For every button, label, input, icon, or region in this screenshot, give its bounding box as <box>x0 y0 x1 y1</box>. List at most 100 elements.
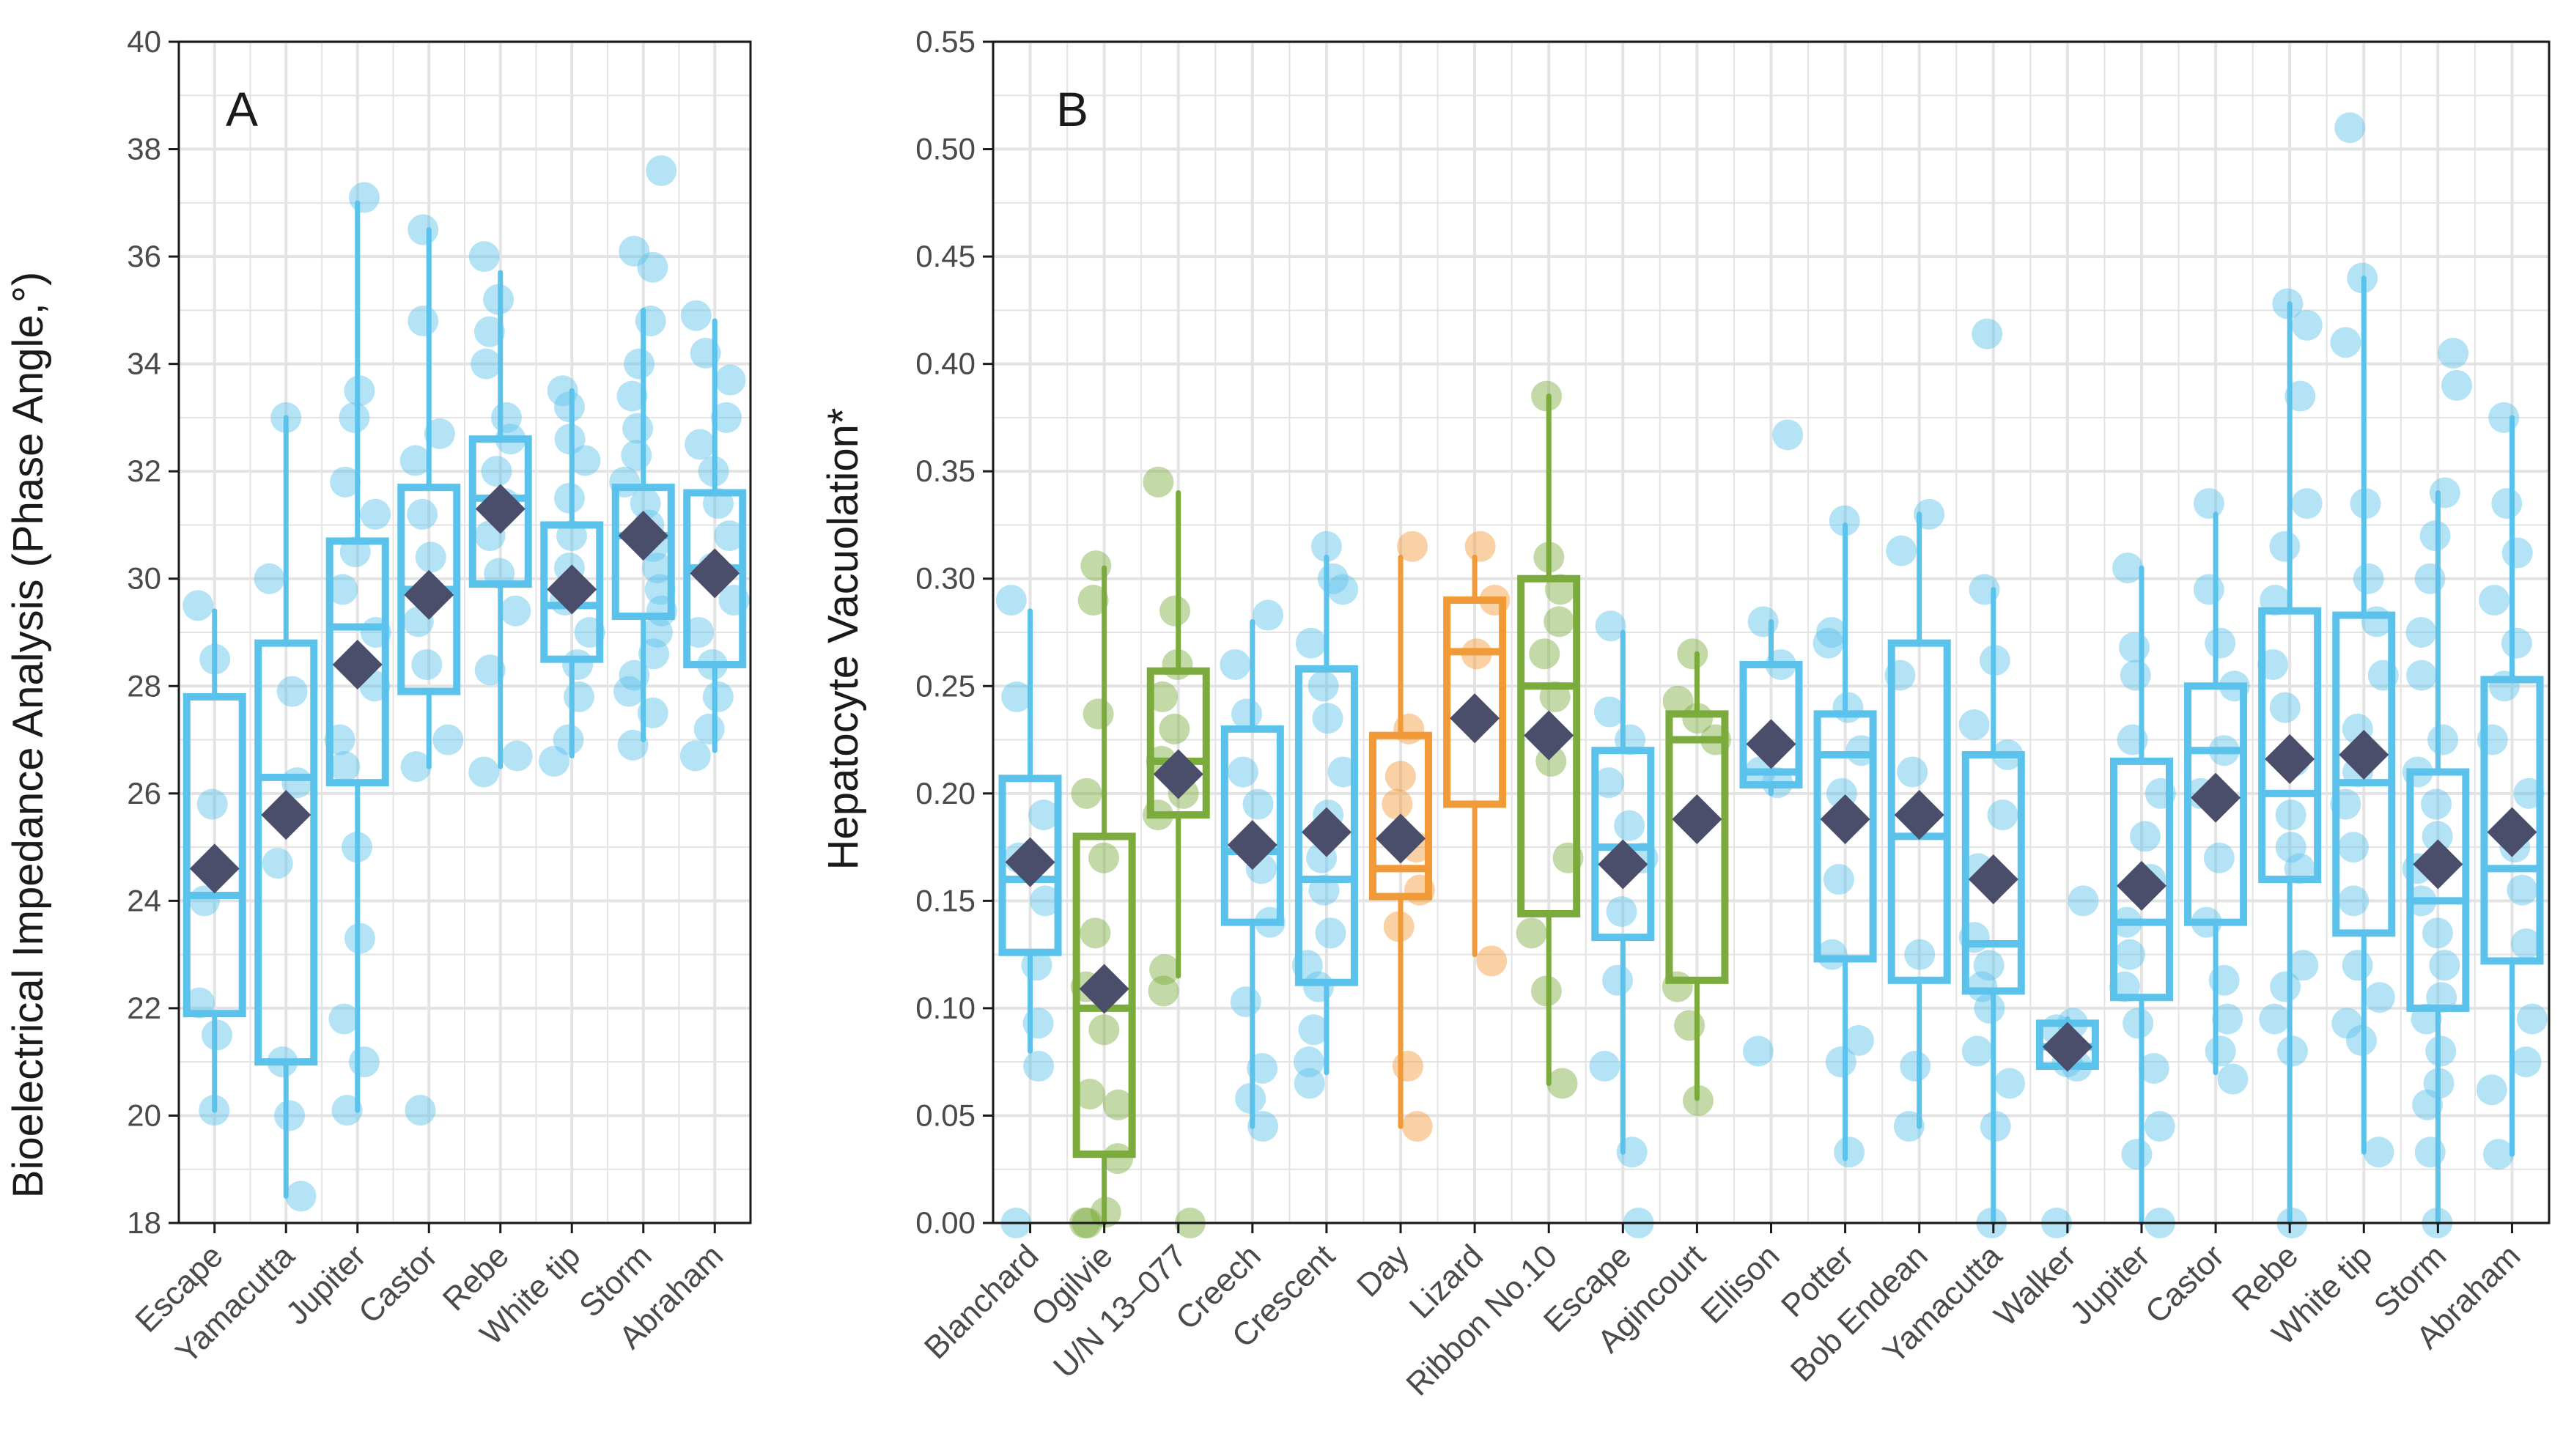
data-point <box>642 553 674 584</box>
mean-marker <box>2042 1021 2092 1072</box>
data-point <box>679 740 711 772</box>
data-point <box>1546 1068 1578 1099</box>
data-point <box>1001 681 1033 712</box>
box <box>1961 751 2025 995</box>
mean-marker <box>2191 772 2241 823</box>
y-tick-label: 0.30 <box>915 561 976 596</box>
data-point <box>1074 1079 1105 1110</box>
data-point <box>2269 531 2301 562</box>
data-point <box>1227 756 1258 788</box>
data-point <box>2212 1003 2243 1035</box>
data-point <box>432 724 464 755</box>
data-point <box>2287 950 2319 981</box>
panel-b-group-bob-endean <box>1884 498 1951 1142</box>
data-point <box>638 638 670 670</box>
data-point <box>2068 885 2099 917</box>
data-point <box>1030 885 1061 917</box>
data-point <box>2331 1008 2363 1039</box>
mean-marker <box>1301 807 1351 857</box>
data-point <box>1961 1035 1993 1067</box>
data-point <box>2193 574 2224 605</box>
box <box>1813 710 1877 963</box>
data-point <box>2422 917 2453 949</box>
data-point <box>408 306 439 337</box>
y-tick-label: 40 <box>127 24 161 59</box>
data-point <box>1149 954 1181 986</box>
data-point <box>400 751 432 783</box>
data-point <box>1317 563 1349 594</box>
mean-marker <box>1524 710 1574 761</box>
data-point <box>1295 627 1327 659</box>
mean-marker <box>2265 733 2315 784</box>
mean-marker <box>1005 837 1055 887</box>
data-point <box>680 300 712 331</box>
data-point <box>2419 520 2451 552</box>
data-point <box>360 498 391 530</box>
data-point <box>490 402 522 433</box>
box <box>611 484 675 621</box>
data-point <box>1293 1046 1324 1078</box>
data-point <box>2427 724 2459 755</box>
data-point <box>2121 1139 2153 1170</box>
data-point <box>2129 821 2161 852</box>
panel-a-group-yamacutta <box>254 402 318 1212</box>
data-point <box>1148 975 1179 1007</box>
mean-marker <box>189 843 240 894</box>
data-point <box>408 214 439 245</box>
data-point <box>1147 681 1179 712</box>
data-point <box>1022 1008 1054 1039</box>
data-point <box>2144 1111 2175 1142</box>
data-point <box>2482 1139 2514 1170</box>
data-point <box>1143 466 1174 498</box>
data-point <box>329 751 361 783</box>
data-point <box>468 241 500 273</box>
data-point <box>710 402 742 433</box>
data-point <box>613 676 645 707</box>
data-point <box>616 380 648 412</box>
mean-marker <box>475 484 526 534</box>
data-point <box>1662 685 1694 717</box>
mean-marker <box>2487 807 2537 857</box>
data-point <box>2501 537 2533 569</box>
box <box>1739 660 1803 789</box>
data-point <box>1231 698 1263 730</box>
panel-b-group-white-tip <box>2330 112 2399 1168</box>
data-point <box>1886 535 1917 566</box>
data-point <box>1384 761 1416 792</box>
y-tick-label: 0.10 <box>915 991 976 1025</box>
data-point <box>2421 788 2452 820</box>
data-point <box>1994 1068 2026 1099</box>
data-point <box>2259 1003 2290 1035</box>
mean-marker <box>547 564 597 615</box>
data-point <box>2516 1003 2548 1035</box>
data-point <box>2138 1052 2169 1084</box>
panel-b-group-lizard <box>1443 531 1511 977</box>
data-point <box>1327 574 1359 605</box>
data-point <box>2405 617 2437 648</box>
data-point <box>468 756 500 788</box>
box <box>1887 639 1951 984</box>
mean-marker <box>404 569 454 620</box>
data-point <box>1242 788 1274 820</box>
data-point <box>1464 531 1496 562</box>
panel-a-group-storm <box>609 155 677 761</box>
data-point <box>624 348 655 380</box>
data-point <box>285 1180 317 1212</box>
data-point <box>424 418 455 449</box>
data-point <box>328 1003 360 1035</box>
y-tick-label: 0.05 <box>915 1098 976 1132</box>
data-point <box>2425 1035 2457 1067</box>
data-point <box>1834 1137 1865 1168</box>
data-point <box>2217 1063 2249 1095</box>
y-tick-label: 38 <box>127 132 161 166</box>
panel-b-group-potter <box>1813 505 1877 1168</box>
panel-a-y-ticks: 18 20 22 24 26 28 30 32 34 36 38 40 <box>127 24 179 1240</box>
box <box>1072 832 1136 1158</box>
data-point <box>563 681 594 712</box>
data-point <box>1904 939 1936 970</box>
data-point <box>2406 659 2438 691</box>
data-point <box>196 788 228 820</box>
box <box>1517 574 1581 917</box>
data-point <box>1071 777 1102 809</box>
